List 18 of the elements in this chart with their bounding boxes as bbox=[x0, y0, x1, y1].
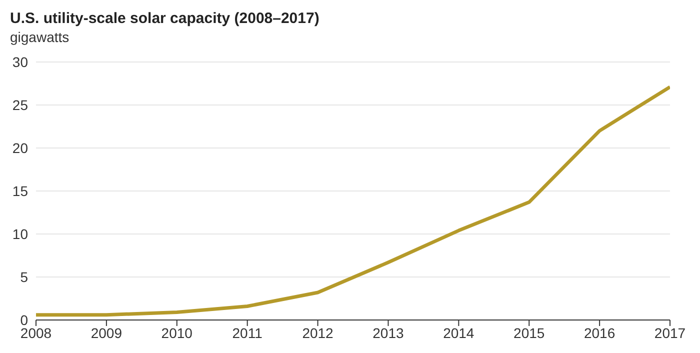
x-tick-label: 2013 bbox=[372, 324, 404, 341]
x-tick-label: 2014 bbox=[443, 324, 474, 341]
y-tick-label: 20 bbox=[12, 140, 28, 156]
y-tick-label: 30 bbox=[12, 54, 28, 70]
x-tick-label: 2009 bbox=[90, 324, 122, 341]
y-tick-label: 25 bbox=[12, 96, 28, 113]
line-series bbox=[36, 85, 670, 317]
chart-title: U.S. utility-scale solar capacity (2008–2017) bbox=[10, 10, 320, 27]
y-tick-label: 15 bbox=[12, 182, 28, 199]
x-tick-label: 2015 bbox=[514, 324, 545, 341]
y-tick-label: 10 bbox=[12, 226, 28, 242]
x-tick-label: 2017 bbox=[654, 324, 686, 341]
x-tick-label: 2016 bbox=[584, 324, 616, 341]
x-tick-label: 2012 bbox=[302, 324, 334, 341]
y-axis-title: gigawatts bbox=[10, 29, 70, 45]
x-tick-label: 2010 bbox=[161, 324, 193, 341]
y-tick-label: 5 bbox=[20, 268, 28, 285]
x-tick-label: 2011 bbox=[232, 324, 263, 341]
